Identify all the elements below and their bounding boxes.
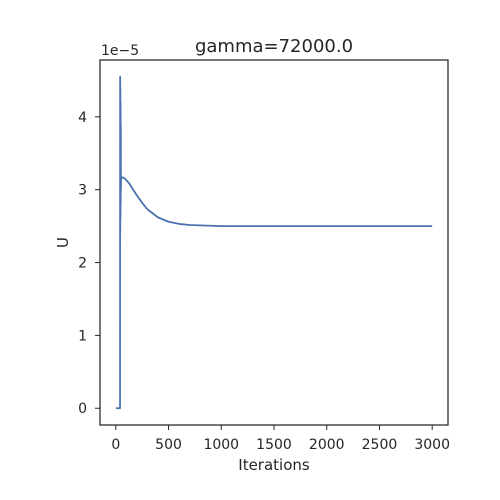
y-axis-label: U [54,237,72,248]
y-tick-label: 3 [78,183,87,199]
y-axis-offset-label: 1e−5 [101,43,139,59]
x-tick-label: 3000 [414,437,450,453]
x-tick-label: 1000 [203,437,239,453]
x-tick-label: 1500 [256,437,292,453]
plot-frame [99,59,449,426]
x-tick-label: 2500 [362,437,398,453]
x-tick-label: 2000 [309,437,345,453]
plot-area [115,75,433,410]
series-line-0 [115,75,433,410]
x-tick-label: 500 [155,437,182,453]
x-axis-label: Iterations [238,456,310,474]
y-axis-ticks: 0 1 2 3 4 [78,110,100,417]
chart-title: gamma=72000.0 [195,36,353,57]
y-tick-label: 4 [78,110,87,126]
y-tick-label: 2 [78,256,87,272]
x-tick-label: 0 [111,437,120,453]
x-axis-ticks: 0 500 1000 1500 2000 2500 3000 [111,425,450,453]
y-tick-label: 1 [78,328,87,344]
y-tick-label: 0 [78,401,87,417]
